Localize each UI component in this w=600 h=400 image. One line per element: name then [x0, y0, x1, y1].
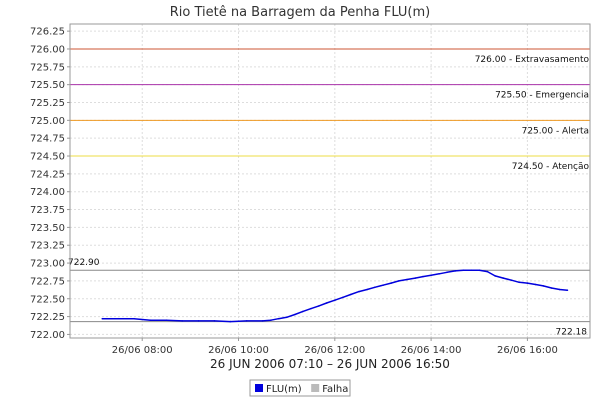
data-point [285, 316, 288, 319]
data-point [229, 320, 232, 323]
data-point [566, 289, 569, 292]
data-point [398, 280, 400, 282]
legend[interactable]: FLU(m) Falha [249, 379, 351, 397]
chart-title: Rio Tietê na Barragem da Penha FLU(m) [170, 5, 431, 20]
data-point [390, 282, 392, 284]
threshold-label: 725.50 - Emergencia [495, 91, 589, 101]
legend-item-label: Falha [322, 384, 348, 395]
threshold-label: 724.50 - Atenção [512, 162, 590, 172]
data-point [101, 317, 104, 320]
data-point [534, 283, 537, 286]
data-point [526, 282, 529, 284]
threshold-label: 725.00 - Alerta [522, 126, 589, 136]
data-point [502, 277, 505, 279]
legend-item-label: FLU(m) [266, 384, 302, 395]
x-axis: 26/06 08:00 26/06 10:00 26/06 12:00 26/06 1… [112, 338, 558, 356]
data-point [309, 307, 312, 310]
data-point [358, 290, 360, 293]
y-tick-label: 723.00 [30, 259, 65, 270]
data-point [374, 286, 376, 289]
x-tick-label: 26/06 12:00 [304, 345, 365, 356]
data-point [261, 320, 264, 322]
y-tick-label: 725.25 [30, 98, 65, 109]
y-tick-label: 722.25 [30, 312, 65, 323]
data-point [478, 269, 481, 272]
data-point [518, 281, 520, 284]
data-point [454, 270, 457, 272]
data-point [334, 299, 336, 302]
data-point [558, 288, 561, 291]
y-tick-label: 724.25 [30, 169, 65, 180]
y-tick-label: 725.00 [30, 116, 65, 127]
y-tick-label: 722.50 [30, 294, 65, 305]
data-point [366, 288, 368, 291]
data-point [245, 320, 248, 322]
legend-swatch [255, 384, 263, 392]
data-point [422, 275, 424, 278]
chart-subtitle: 26 JUN 2006 07:10 – 26 JUN 2006 16:50 [210, 357, 450, 371]
threshold-lines: 726.00 - Extravasamento 725.50 - Emergenc… [70, 48, 590, 172]
y-tick-label: 725.75 [30, 62, 65, 73]
data-point [406, 278, 408, 281]
data-point [542, 285, 545, 287]
x-tick-label: 26/06 10:00 [208, 345, 269, 356]
data-point [294, 313, 296, 316]
reference-lines: 722.90 722.18 [68, 258, 590, 338]
plot-area [69, 23, 591, 339]
data-point [430, 274, 432, 277]
y-tick-label: 726.25 [30, 27, 65, 38]
data-point [197, 320, 200, 322]
data-point [446, 271, 448, 274]
data-point [510, 279, 513, 282]
data-point [213, 320, 216, 322]
y-tick-label: 724.75 [30, 134, 65, 145]
series-group [101, 269, 569, 323]
threshold-label: 726.00 - Extravasamento [475, 55, 590, 65]
legend-swatch [311, 384, 320, 392]
y-tick-label: 724.00 [30, 187, 65, 198]
data-point [318, 305, 320, 307]
data-point [325, 302, 328, 304]
data-point [486, 270, 489, 273]
data-point [349, 293, 352, 296]
y-axis: 722.00 722.25 722.50 722.75 723.00 723.25 723.… [30, 27, 70, 341]
data-point [165, 319, 168, 322]
data-point [117, 317, 119, 320]
data-point [133, 317, 135, 320]
y-tick-label: 723.25 [30, 241, 65, 252]
y-tick-label: 724.50 [30, 152, 65, 163]
data-point [550, 287, 553, 289]
x-tick-label: 26/06 16:00 [497, 345, 558, 356]
data-point [494, 275, 496, 277]
reference-label: 722.18 [556, 328, 588, 338]
data-point [414, 277, 417, 279]
y-tick-label: 722.00 [30, 330, 65, 341]
data-point [470, 269, 472, 272]
data-point [438, 273, 441, 275]
data-point [181, 320, 183, 322]
data-point [270, 319, 272, 322]
data-point [462, 269, 465, 272]
data-point [277, 317, 280, 320]
x-tick-label: 26/06 08:00 [112, 345, 173, 356]
y-tick-label: 723.50 [30, 223, 65, 234]
grid [70, 24, 590, 338]
y-tick-label: 726.00 [30, 44, 65, 55]
y-tick-label: 725.50 [30, 80, 65, 91]
legend-box [249, 379, 351, 397]
y-tick-label: 723.75 [30, 205, 65, 216]
data-point [342, 296, 344, 299]
x-tick-label: 26/06 14:00 [401, 345, 462, 356]
data-point [149, 319, 152, 322]
reference-label: 722.90 [68, 258, 100, 268]
y-tick-label: 722.75 [30, 276, 65, 287]
data-point [382, 284, 384, 287]
data-point [301, 310, 304, 313]
